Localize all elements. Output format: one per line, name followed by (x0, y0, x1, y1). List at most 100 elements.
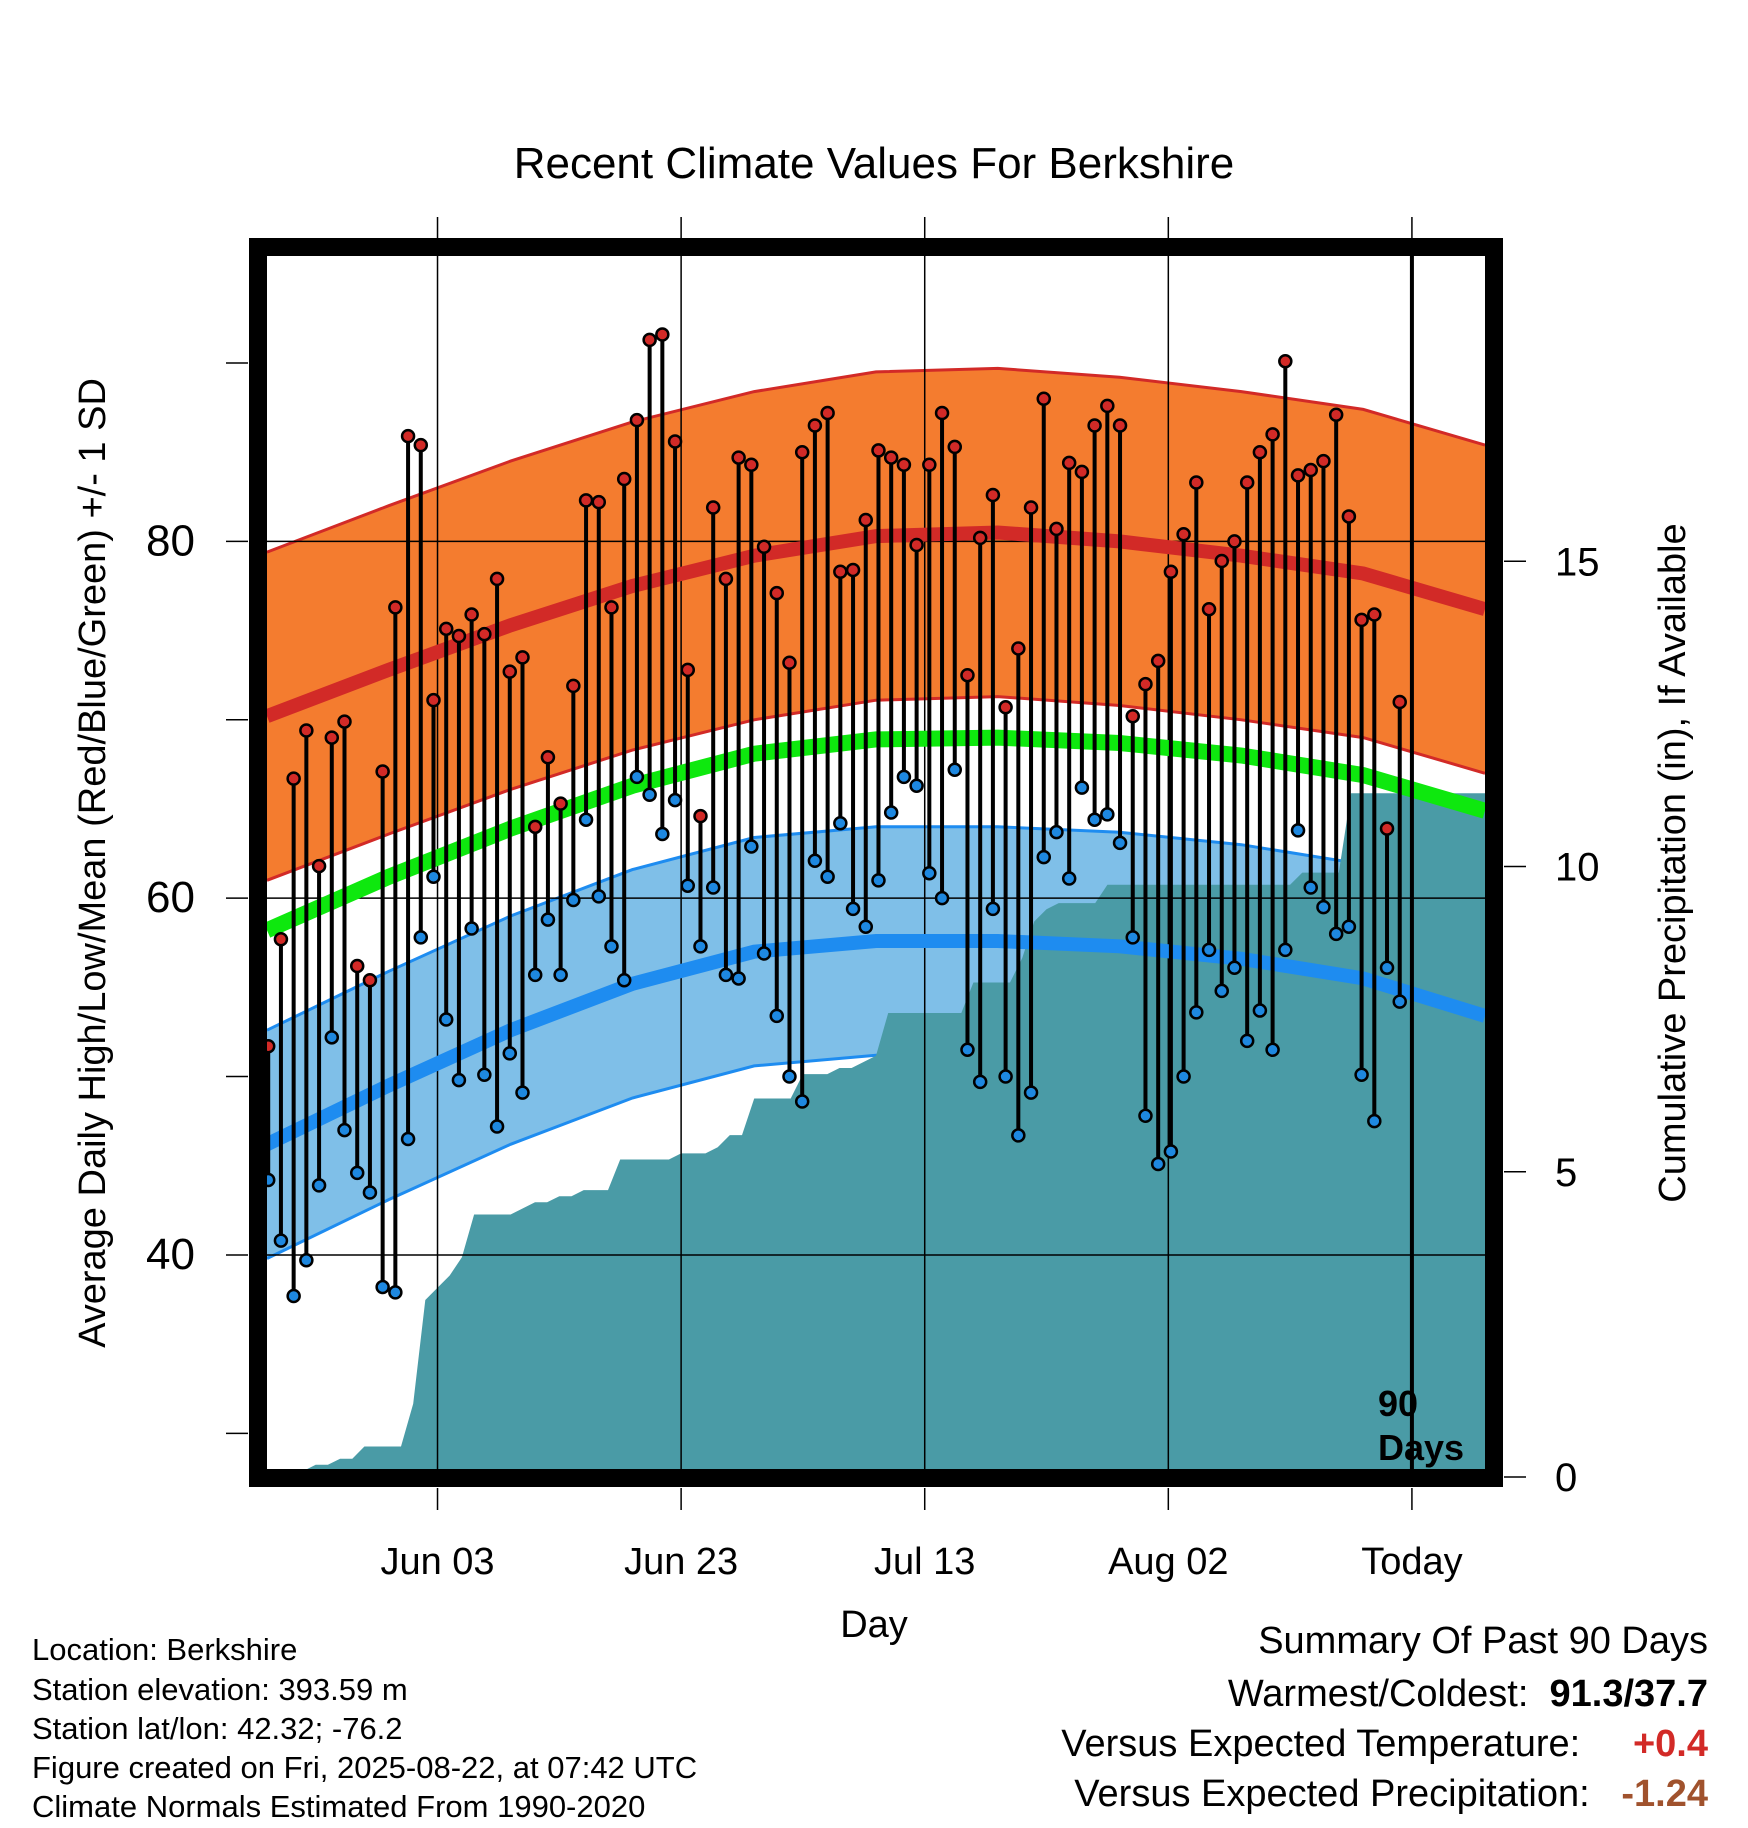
high-dot (1125, 708, 1141, 724)
summary-temp-row: Versus Expected Temperature: +0.4 (1061, 1723, 1708, 1766)
summary-temp-label: Versus Expected Temperature: (1061, 1723, 1581, 1765)
low-dot (705, 880, 721, 895)
low-dot (1189, 1005, 1204, 1020)
high-dot (896, 457, 912, 472)
high-dot (756, 539, 772, 555)
low-dot (1379, 960, 1395, 975)
info-elevation: Station elevation: 393.59 m (32, 1672, 408, 1707)
low-dot (337, 1122, 352, 1138)
low-dot (477, 1067, 492, 1083)
y-tick-label: 80 (146, 516, 195, 565)
low-dot (1138, 1108, 1153, 1124)
x-axis-label: Day (840, 1604, 908, 1646)
high-dot (1278, 353, 1293, 369)
high-dot (527, 819, 543, 835)
x-tick-label: Aug 02 (1108, 1541, 1228, 1583)
low-dot (1011, 1128, 1026, 1143)
high-dot (655, 327, 670, 342)
high-dot (769, 585, 785, 601)
low-dot (1176, 1069, 1191, 1084)
high-dot (337, 714, 352, 729)
high-dot (489, 571, 505, 587)
high-dot (362, 972, 378, 988)
low-dot (553, 967, 568, 983)
high-dot (413, 437, 429, 453)
summary-precip-row: Versus Expected Precipitation: -1.24 (1074, 1773, 1708, 1816)
low-dot (1125, 930, 1141, 945)
today-marker: 90 Days (1378, 256, 1464, 1469)
x-tick-label: Jun 23 (624, 1541, 738, 1583)
high-dot (324, 730, 340, 745)
high-dot (502, 664, 518, 679)
high-dot (807, 418, 823, 433)
summary-heading: Summary Of Past 90 Days (1258, 1620, 1708, 1662)
low-dot (693, 939, 708, 954)
high-dot (1049, 521, 1064, 537)
low-dot (1074, 780, 1090, 795)
high-dot (1163, 564, 1179, 579)
low-dot (362, 1185, 378, 1200)
low-dot (540, 912, 556, 927)
summary-temp-value: +0.4 (1632, 1723, 1708, 1765)
low-dot (616, 972, 632, 988)
low-dot (591, 889, 607, 904)
high-dot (1036, 391, 1052, 406)
low-dot (578, 812, 594, 827)
info-latlon: Station lat/lon: 42.32; -76.2 (32, 1711, 403, 1746)
y-axis-label: Average Daily High/Low/Mean (Red/Blue/Gr… (72, 378, 114, 1348)
high-dot (858, 512, 874, 528)
y2-tick-label: 0 (1555, 1456, 1577, 1500)
high-dot (1341, 509, 1357, 524)
high-dot (794, 444, 810, 460)
high-dot (998, 700, 1013, 715)
low-dot (1049, 824, 1064, 840)
y-tick-label: 60 (146, 873, 195, 922)
high-dot (833, 564, 848, 579)
low-dot (794, 1094, 810, 1109)
low-dot (1023, 1085, 1039, 1100)
low-dot (1061, 871, 1077, 886)
high-dot (642, 332, 657, 348)
low-dot (489, 1119, 505, 1134)
axes: Jun 03 Jun 23 Jul 13 Aug 02 Today 40 60 80 0 5 10 1… (146, 217, 1600, 1583)
low-dot (375, 1279, 390, 1295)
high-dot (1100, 398, 1115, 414)
plot-frame (249, 238, 1503, 1487)
low-dot (769, 1008, 785, 1024)
high-dot (1061, 455, 1077, 471)
low-dot (349, 1165, 365, 1181)
high-dot (845, 562, 861, 578)
high-dot (1328, 407, 1344, 423)
summary-warmest-label: Warmest/Coldest: (1227, 1673, 1529, 1715)
high-dot (820, 405, 835, 421)
low-dot (426, 869, 441, 885)
low-dot (451, 1072, 467, 1088)
high-dot (718, 571, 734, 587)
high-dot (1354, 612, 1369, 628)
high-dot (1265, 427, 1280, 442)
high-dot (934, 405, 950, 421)
high-dot (909, 537, 924, 553)
low-dot (909, 778, 924, 794)
low-dot (1201, 942, 1217, 958)
x-tick-label: Jun 03 (380, 1541, 494, 1583)
low-dot (515, 1085, 530, 1100)
low-dot (896, 769, 912, 785)
chart-title: Recent Climate Values For Berkshire (514, 139, 1235, 188)
high-dot (1252, 444, 1268, 460)
low-dot (1316, 899, 1331, 915)
info-created: Figure created on Fri, 2025-08-22, at 07… (32, 1750, 698, 1785)
y2-tick-label: 10 (1555, 846, 1600, 890)
low-dot (1239, 1033, 1255, 1049)
high-dot (515, 650, 530, 665)
summary-warmest-value: 91.3/37.7 (1549, 1673, 1708, 1715)
high-dot (1189, 475, 1204, 490)
low-dot (566, 892, 581, 908)
low-dot (273, 1233, 289, 1248)
low-dot (1214, 983, 1229, 999)
summary-precip-label: Versus Expected Precipitation: (1074, 1773, 1590, 1815)
low-dot (731, 971, 746, 986)
high-dot (1214, 553, 1229, 569)
high-dot (1379, 821, 1395, 836)
